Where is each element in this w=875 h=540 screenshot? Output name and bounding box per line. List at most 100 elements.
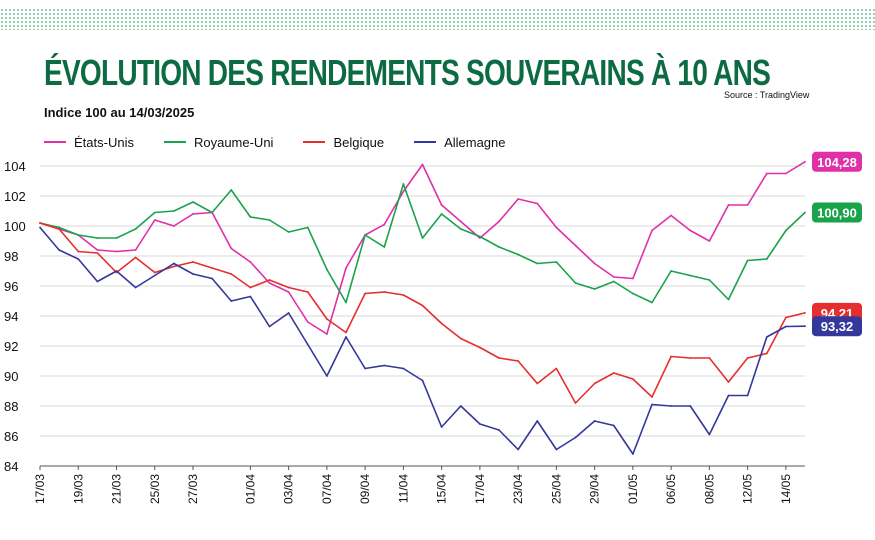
legend-label-royaume-uni: Royaume-Uni — [193, 134, 274, 150]
data-point — [536, 262, 539, 265]
data-point — [325, 318, 328, 320]
data-point — [192, 273, 194, 275]
data-point — [478, 235, 481, 238]
data-point — [421, 163, 424, 166]
x-tick-label: 14/05 — [779, 474, 793, 504]
legend-swatch-royaume-uni — [163, 141, 186, 143]
data-point — [631, 453, 634, 455]
y-tick-label: 104 — [4, 159, 26, 174]
data-point — [612, 280, 615, 283]
data-point — [58, 228, 61, 230]
series-line-États-Unis — [39, 161, 806, 335]
data-point — [421, 237, 424, 239]
data-point — [364, 367, 367, 370]
series-line-Royaume-Uni — [39, 183, 806, 304]
data-point — [287, 286, 290, 289]
data-point — [172, 225, 175, 227]
data-point — [306, 291, 309, 293]
data-point — [58, 226, 61, 229]
data-point — [631, 277, 634, 280]
data-point — [268, 279, 271, 281]
data-point — [784, 316, 787, 319]
data-point — [555, 448, 558, 451]
end-value-badge — [812, 151, 862, 172]
data-point — [230, 247, 233, 250]
data-point — [498, 246, 500, 248]
data-point — [134, 228, 137, 230]
data-point — [784, 229, 787, 232]
legend-label-etats-unis: États-Unis — [74, 134, 134, 150]
data-point — [536, 382, 539, 385]
data-point — [746, 357, 749, 359]
data-point — [536, 202, 539, 205]
data-point — [689, 357, 692, 359]
data-point — [383, 246, 386, 248]
data-point — [306, 321, 309, 323]
y-tick-label: 90 — [4, 369, 18, 384]
data-point — [708, 357, 711, 359]
data-point — [153, 211, 156, 214]
data-point — [612, 372, 615, 374]
data-point — [765, 352, 768, 355]
data-point — [306, 226, 309, 229]
y-tick-label: 86 — [4, 429, 18, 444]
source-note: Source : TradingView — [724, 90, 810, 100]
data-point — [364, 234, 367, 236]
chart-title: ÉVOLUTION DES RENDEMENTS SOUVERAINS À 10… — [44, 52, 771, 93]
y-tick-label: 100 — [4, 219, 26, 234]
data-point — [670, 270, 673, 272]
data-point — [440, 322, 443, 325]
end-value-badge — [812, 202, 862, 223]
data-point — [230, 300, 233, 302]
x-tick-label: 01/05 — [626, 474, 640, 504]
data-point — [115, 270, 118, 272]
data-point — [708, 240, 711, 242]
data-point — [421, 304, 424, 307]
data-point — [287, 291, 290, 293]
data-point — [77, 250, 80, 253]
series-line-Allemagne — [39, 226, 806, 455]
data-point — [517, 448, 520, 451]
data-point — [325, 268, 328, 271]
data-point — [249, 286, 252, 289]
legend-item-etats-unis: États-Unis — [44, 135, 134, 150]
data-point — [574, 402, 577, 404]
data-point — [345, 267, 347, 269]
end-value-label: 93,32 — [821, 319, 854, 334]
data-point — [230, 273, 233, 275]
x-tick-label: 25/03 — [148, 474, 162, 504]
data-point — [383, 364, 386, 367]
end-value-badge — [812, 316, 862, 337]
data-point — [708, 433, 711, 436]
data-point — [153, 219, 156, 221]
data-point — [459, 405, 462, 407]
data-point — [211, 267, 214, 269]
y-tick-label: 94 — [4, 309, 18, 324]
data-point — [306, 343, 309, 346]
data-point — [402, 190, 405, 193]
data-point — [708, 279, 711, 281]
data-point — [364, 292, 367, 295]
data-point — [574, 244, 577, 247]
data-point — [631, 292, 634, 295]
legend-item-royaume-uni: Royaume-Uni — [163, 134, 274, 150]
x-tick-label: 08/05 — [702, 474, 716, 504]
data-point — [727, 381, 730, 383]
legend-item-allemagne: Allemagne — [414, 135, 506, 150]
data-point — [498, 429, 500, 431]
x-tick-label: 12/05 — [741, 474, 755, 504]
data-point — [670, 405, 673, 407]
data-point — [459, 337, 462, 340]
x-tick-label: 15/04 — [435, 474, 449, 504]
x-tick-label: 29/04 — [588, 474, 602, 504]
data-point — [172, 265, 175, 268]
data-point — [287, 312, 290, 314]
data-point — [651, 403, 653, 406]
data-point — [325, 375, 328, 377]
data-point — [784, 172, 787, 175]
x-tick-label: 27/03 — [186, 474, 200, 504]
data-point — [517, 360, 520, 362]
data-point — [765, 336, 768, 338]
x-tick-label: 01/04 — [243, 474, 257, 504]
data-point — [593, 288, 596, 290]
